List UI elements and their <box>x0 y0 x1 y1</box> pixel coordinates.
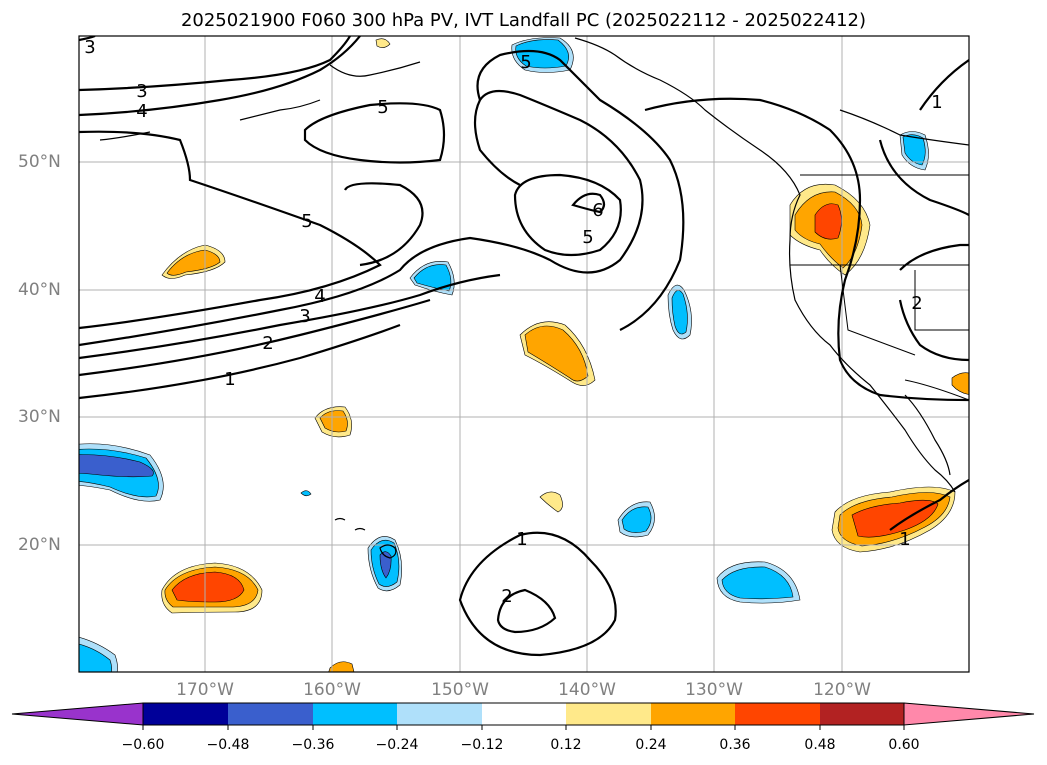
graticule <box>79 36 969 672</box>
contour-label: 3 <box>299 306 310 327</box>
contour-label: 1 <box>224 369 235 390</box>
colorbar-tick-label: 0.48 <box>804 737 836 753</box>
contour-label: 3 <box>136 81 147 102</box>
colorbar-swatch <box>228 703 313 725</box>
colorbar-tick-label: −0.12 <box>460 737 504 753</box>
lat-label-40n: 40°N <box>18 280 61 300</box>
negative-anomaly-central <box>617 501 655 538</box>
positive-anomaly-north-edge <box>375 38 391 48</box>
lon-label-160w: 160°W <box>303 680 361 700</box>
positive-anomaly-east-edge <box>951 372 969 395</box>
colorbar-tick-label: 0.36 <box>719 737 751 753</box>
colorbar-tick-label: −0.24 <box>375 737 419 753</box>
contour-label: 5 <box>582 227 593 248</box>
colorbar <box>11 702 1035 730</box>
colorbar-extend-high <box>903 702 1035 726</box>
contour-label: 4 <box>314 286 325 307</box>
negative-anomaly-dot <box>300 490 312 497</box>
contour-label: 1 <box>899 529 910 550</box>
negative-anomaly-hawaii <box>367 536 402 592</box>
negative-anomaly-north <box>511 37 574 73</box>
colorbar-swatch <box>735 703 820 725</box>
positive-anomaly-small <box>539 491 563 513</box>
lon-label-150w: 150°W <box>431 680 489 700</box>
contour-label: 1 <box>931 92 942 113</box>
negative-anomaly-canada <box>899 131 929 171</box>
coastlines <box>99 37 969 559</box>
negative-anomaly-subtropical <box>716 561 801 604</box>
colorbar-swatch <box>143 703 228 725</box>
contour-label: 6 <box>592 200 603 221</box>
lon-label-170w: 170°W <box>176 680 234 700</box>
contour-label: 5 <box>520 52 531 73</box>
colorbar-swatch <box>397 703 482 725</box>
positive-anomaly-central <box>519 321 596 386</box>
lat-label-20n: 20°N <box>18 535 61 555</box>
map-plot-area: 3 3 4 5 5 4 3 2 1 6 5 5 1 2 1 2 1 <box>79 36 969 672</box>
positive-anomaly-baja <box>831 486 956 553</box>
contour-labels: 3 3 4 5 5 4 3 2 1 6 5 5 1 2 1 2 1 <box>84 37 942 607</box>
colorbar-tick-label: −0.48 <box>206 737 250 753</box>
map-frame <box>78 35 970 673</box>
colorbar-swatch <box>482 703 566 725</box>
pv-contours <box>79 36 969 657</box>
lon-label-130w: 130°W <box>685 680 743 700</box>
positive-anomaly-west-1 <box>161 244 226 279</box>
contour-label: 1 <box>516 529 527 550</box>
negative-anomaly-narrow <box>667 284 692 340</box>
figure-title: 2025021900 F060 300 hPa PV, IVT Landfall… <box>180 10 867 31</box>
contour-label: 4 <box>136 101 147 122</box>
contour-label: 3 <box>84 37 95 58</box>
contour-label: 5 <box>377 97 388 118</box>
colorbar-tick-label: 0.24 <box>635 737 667 753</box>
lon-label-120w: 120°W <box>813 680 871 700</box>
contour-label: 5 <box>301 211 312 232</box>
colorbar-swatch <box>820 703 904 725</box>
colorbar-swatch <box>651 703 735 725</box>
positive-anomaly-west-2 <box>314 406 352 438</box>
colorbar-extend-low <box>11 702 144 726</box>
colorbar-tick-label: −0.36 <box>291 737 335 753</box>
contour-label: 2 <box>501 586 512 607</box>
lat-label-30n: 30°N <box>18 407 61 427</box>
lat-label-50n: 50°N <box>18 152 61 172</box>
negative-anomaly-west-edge <box>79 443 164 502</box>
lon-label-140w: 140°W <box>558 680 616 700</box>
positive-anomaly-south-edge <box>328 661 355 672</box>
contour-label: 2 <box>911 293 922 314</box>
positive-anomaly-southwest <box>161 562 263 614</box>
contour-label: 2 <box>262 333 273 354</box>
negative-anomaly-southwest-edge <box>79 636 118 672</box>
shading-layer <box>79 37 969 672</box>
colorbar-swatch <box>313 703 397 725</box>
colorbar-tick-label: 0.12 <box>550 737 582 753</box>
colorbar-tick-label: −0.60 <box>121 737 165 753</box>
colorbar-swatch <box>566 703 651 725</box>
colorbar-tick-label: 0.60 <box>888 737 920 753</box>
positive-anomaly-pacific-nw <box>789 183 871 276</box>
